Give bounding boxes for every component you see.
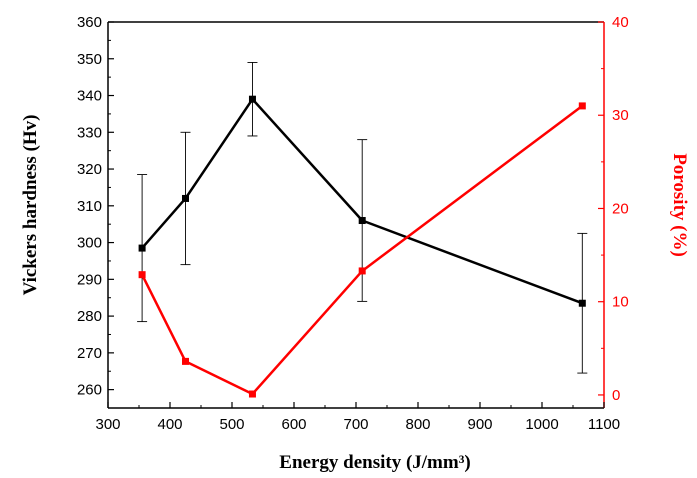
y-right-tick-label: 40	[612, 14, 629, 31]
y-left-tick-label: 280	[77, 308, 102, 325]
hardness-point	[248, 95, 256, 103]
y-left-tick-label: 360	[77, 14, 102, 31]
y-right-tick-label: 20	[612, 200, 629, 217]
y-left-tick-label: 270	[77, 345, 102, 362]
y-axis-right-title: Porosity (%)	[669, 153, 690, 257]
plot-frame	[107, 21, 605, 409]
series-layer	[137, 61, 588, 398]
y-axis-left: 260 270 280 290 300 310 320 330 340 350 360	[77, 14, 114, 399]
x-tick-label: 1100	[588, 416, 620, 433]
x-tick-label: 400	[157, 416, 182, 433]
y-left-tick-label: 310	[77, 198, 102, 215]
porosity-point	[138, 271, 146, 279]
hardness-point	[138, 244, 146, 252]
x-tick-label: 700	[343, 416, 368, 433]
y-left-tick-label: 340	[77, 88, 102, 105]
hardness-point	[358, 217, 366, 225]
hardness-point	[578, 299, 586, 307]
y-left-tick-label: 260	[77, 382, 102, 399]
porosity-point	[248, 390, 256, 398]
y-left-tick-label: 350	[77, 51, 102, 68]
x-axis: 300 400 500 600 700 800 900 1000 1100	[95, 402, 620, 433]
porosity-point	[182, 357, 189, 365]
y-right-tick-label: 30	[612, 107, 629, 124]
y-axis-left-title: Vickers hardness (Hv)	[20, 115, 41, 296]
porosity-point	[358, 267, 366, 275]
y-right-tick-label: 0	[612, 387, 620, 404]
x-tick-label: 1000	[525, 416, 558, 433]
x-axis-title: Energy density (J/mm³)	[279, 452, 470, 473]
x-tick-label: 500	[219, 416, 244, 433]
y-left-tick-label: 290	[77, 271, 102, 288]
porosity-point	[578, 102, 586, 110]
y-right-tick-label: 10	[612, 294, 629, 311]
y-axis-right: 0 10 20 30 40	[598, 14, 629, 404]
x-tick-label: 900	[467, 416, 492, 433]
x-tick-label: 600	[281, 416, 306, 433]
y-left-tick-label: 320	[77, 161, 102, 178]
x-tick-label: 800	[405, 416, 430, 433]
y-left-tick-label: 300	[77, 235, 102, 252]
hardness-point	[182, 194, 189, 202]
x-tick-label: 300	[95, 416, 120, 433]
y-left-tick-label: 330	[77, 124, 102, 141]
